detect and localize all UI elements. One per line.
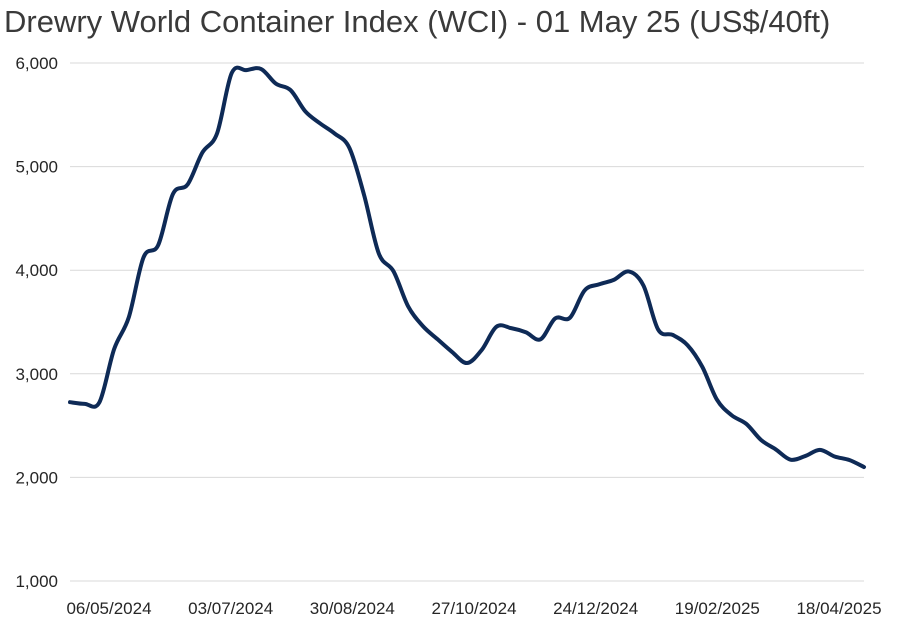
x-tick-label: 03/07/2024 xyxy=(188,599,273,618)
series-line xyxy=(68,65,866,470)
x-tick-label: 27/10/2024 xyxy=(431,599,516,618)
y-tick-label: 6,000 xyxy=(15,54,58,73)
chart-title: Drewry World Container Index (WCI) - 01 … xyxy=(4,4,831,39)
y-tick-label: 3,000 xyxy=(15,365,58,384)
y-tick-label: 5,000 xyxy=(15,158,58,177)
y-axis-tick-labels: 1,000 2,000 3,000 4,000 5,000 6,000 xyxy=(15,54,58,591)
series-layer xyxy=(68,65,866,470)
gridlines xyxy=(70,62,864,582)
y-tick-label: 4,000 xyxy=(15,261,58,280)
x-tick-label: 06/05/2024 xyxy=(66,599,151,618)
x-tick-label: 19/02/2025 xyxy=(675,599,760,618)
x-axis-tick-labels: 06/05/2024 03/07/2024 30/08/2024 27/10/2024… xyxy=(66,599,881,618)
y-tick-label: 1,000 xyxy=(15,572,58,591)
x-tick-label: 24/12/2024 xyxy=(553,599,638,618)
x-tick-label: 18/04/2025 xyxy=(796,599,881,618)
y-tick-label: 2,000 xyxy=(15,468,58,487)
x-tick-label: 30/08/2024 xyxy=(310,599,395,618)
